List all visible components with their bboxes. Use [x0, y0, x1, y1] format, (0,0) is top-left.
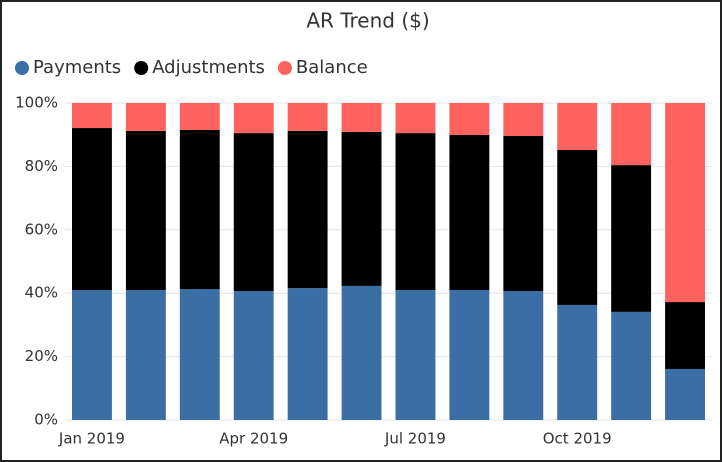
x-tick-label: Jan 2019	[58, 430, 125, 448]
legend-marker	[134, 61, 149, 75]
bar-segment	[611, 165, 652, 312]
y-tick-label: 0%	[34, 411, 58, 429]
legend-label: Payments	[33, 57, 121, 78]
bar-segment	[665, 368, 705, 420]
legend-marker	[15, 61, 29, 75]
x-tick-label: Jul 2019	[384, 430, 446, 448]
y-tick-label: 40%	[25, 284, 58, 302]
bar-segment	[233, 133, 274, 291]
bar-segment	[557, 304, 598, 420]
bar-segment	[665, 103, 705, 303]
bar-segment	[611, 103, 652, 166]
bar-segment	[287, 103, 328, 131]
bar-segment	[449, 290, 490, 420]
bar-segment	[557, 149, 598, 305]
x-tick-label: Apr 2019	[219, 430, 288, 448]
legend-label: Balance	[296, 57, 368, 78]
bar-segment	[233, 103, 274, 134]
bar-segment	[503, 103, 544, 136]
bar-segment	[125, 130, 166, 291]
bar-segment	[72, 128, 112, 291]
bar-segment	[395, 103, 436, 134]
bar-segment	[341, 103, 382, 132]
bar-segment	[449, 135, 490, 291]
bar-segment	[341, 285, 382, 420]
bar-segment	[395, 133, 436, 291]
bar-segment	[125, 103, 166, 131]
bar-segment	[503, 135, 544, 291]
legend-label: Adjustments	[152, 57, 265, 78]
bar-segment	[287, 130, 328, 289]
bar-segment	[611, 311, 652, 420]
bar-segment	[179, 103, 220, 130]
bar-segment	[72, 103, 112, 129]
y-tick-label: 60%	[25, 220, 58, 238]
chart-title: AR Trend ($)	[306, 9, 429, 33]
legend-marker	[277, 61, 292, 75]
y-tick-label: 100%	[15, 94, 58, 112]
y-tick-label: 20%	[25, 347, 58, 365]
bar-segment	[449, 103, 490, 136]
bar-segment	[341, 131, 382, 286]
y-tick-label: 80%	[25, 157, 58, 175]
bar-segment	[179, 129, 220, 290]
bar-segment	[125, 290, 166, 420]
x-tick-label: Oct 2019	[543, 430, 612, 448]
bar-segment	[233, 290, 274, 420]
bar-segment	[503, 290, 544, 420]
bar-segment	[395, 290, 436, 420]
bar-segment	[665, 302, 705, 369]
bar-segment	[72, 290, 112, 420]
bar-segment	[179, 289, 220, 420]
bar-segment	[557, 103, 598, 150]
bar-segment	[287, 288, 328, 420]
